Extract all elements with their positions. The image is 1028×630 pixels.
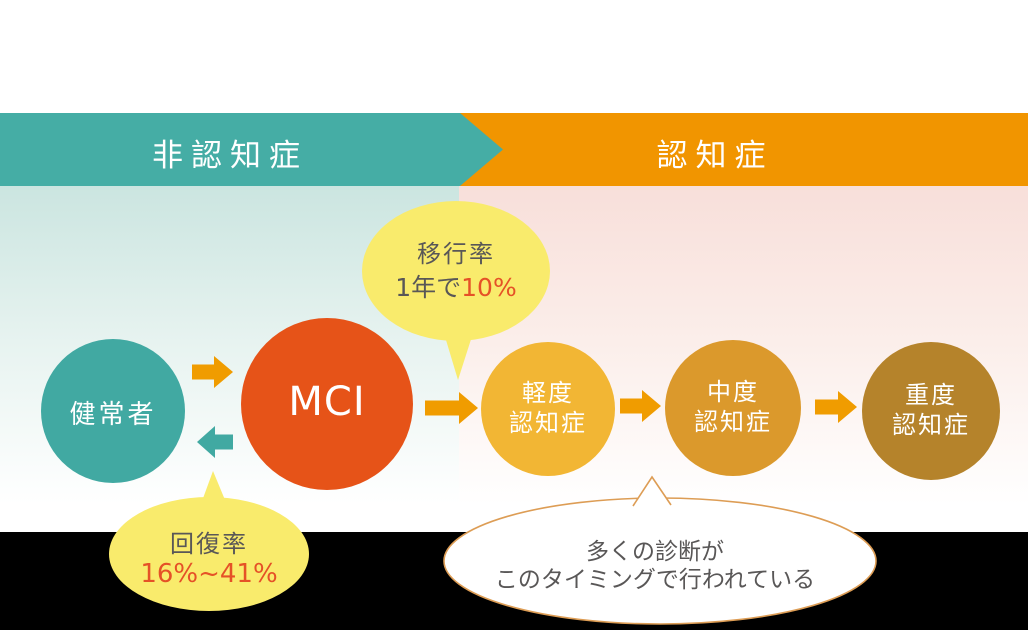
label-moderate-line2: 認知症 <box>694 408 772 436</box>
label-severe-line1: 重度 <box>905 381 957 409</box>
circle-mild-dementia <box>481 342 615 476</box>
banner-dementia-bar <box>460 113 1028 186</box>
transition-bubble-value-line: 1年で10% <box>366 268 546 304</box>
diagnosis-bubble-line1: 多くの診断が <box>586 539 724 565</box>
circle-moderate-dementia <box>665 340 801 476</box>
recovery-bubble-title: 回復率 <box>170 530 248 558</box>
recovery-bubble-value: 16%~41% <box>140 559 278 589</box>
diagnosis-bubble-line2: このタイミングで行われている <box>494 567 816 593</box>
label-severe-dementia: 重度 認知症 <box>861 380 1001 440</box>
label-moderate-line1: 中度 <box>707 378 759 406</box>
banner-arrow-point <box>460 113 503 186</box>
diagnosis-bubble-tail-outline <box>632 475 672 507</box>
label-mild-dementia: 軽度 認知症 <box>478 378 618 438</box>
label-severe-line2: 認知症 <box>892 411 970 439</box>
arrow-moderate-to-severe-icon <box>815 391 857 423</box>
label-moderate-dementia: 中度 認知症 <box>663 377 803 437</box>
label-mild-line1: 軽度 <box>522 379 574 407</box>
arrow-mild-to-moderate-icon <box>620 390 661 422</box>
transition-bubble-title: 移行率 <box>417 240 495 268</box>
circle-healthy <box>41 339 185 483</box>
transition-bubble-prefix: 1年で <box>395 273 462 302</box>
arrow-mci-to-mild-icon <box>425 392 478 424</box>
arrow-healthy-to-mci-icon <box>192 356 233 388</box>
banner-label-dementia: 認知症 <box>656 138 774 174</box>
banner-non-dementia-bar <box>0 113 460 186</box>
transition-bubble-value: 10% <box>461 273 517 302</box>
transition-bubble-tail <box>443 330 474 380</box>
label-mild-line2: 認知症 <box>509 409 587 437</box>
label-mci: MCI <box>288 379 366 425</box>
transition-bubble <box>362 201 550 341</box>
circle-severe-dementia <box>862 342 1000 480</box>
diagnosis-bubble-tail <box>633 477 671 506</box>
banner-label-non-dementia: 非認知症 <box>152 138 308 174</box>
recovery-bubble <box>109 497 309 611</box>
circle-mci <box>241 318 413 490</box>
arrow-mci-to-healthy-return-icon <box>197 426 233 458</box>
label-healthy: 健常者 <box>69 400 157 430</box>
